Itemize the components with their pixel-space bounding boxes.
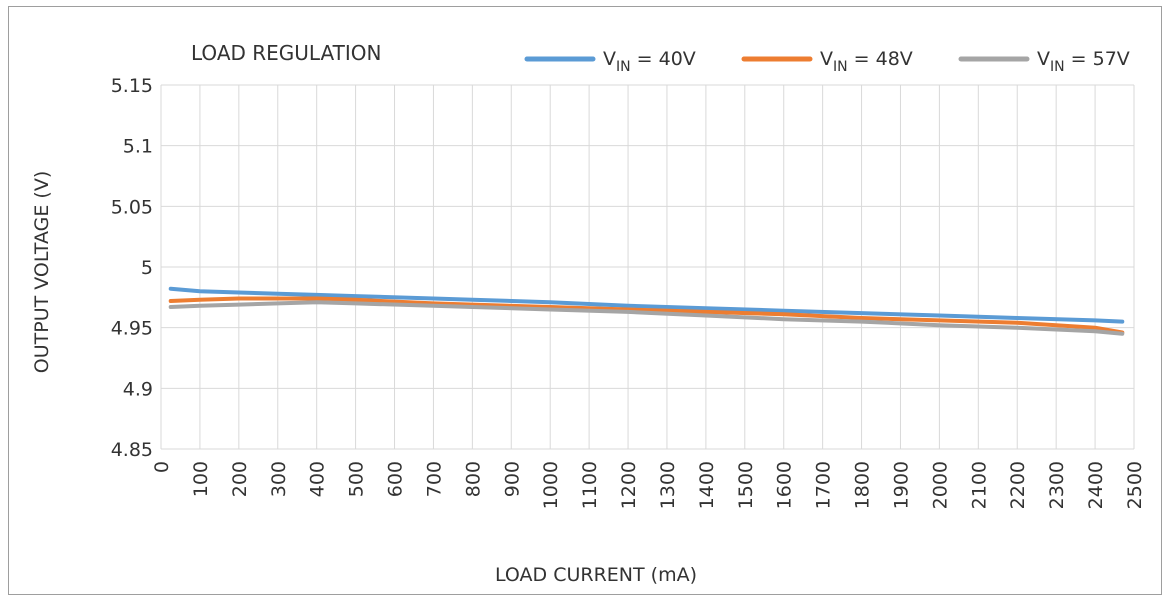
- y-tick-label: 4.85: [111, 439, 153, 461]
- x-tick-label: 200: [229, 461, 251, 497]
- x-tick-label: 1800: [852, 461, 874, 509]
- x-tick-label: 800: [462, 461, 484, 497]
- x-tick-label: 500: [346, 461, 368, 497]
- series-lines: [168, 286, 1125, 336]
- legend-entry: VIN = 48V: [741, 48, 913, 75]
- series-line: [168, 300, 1125, 336]
- x-tick-label: 2100: [968, 461, 990, 509]
- x-tick-label: 0: [151, 461, 173, 473]
- x-tick-label: 700: [423, 461, 445, 497]
- x-tick-label: 400: [307, 461, 329, 497]
- x-tick-label: 1700: [813, 461, 835, 509]
- x-tick-label: 1000: [540, 461, 562, 509]
- x-tick-label: 1100: [579, 461, 601, 509]
- x-tick-label: 1300: [657, 461, 679, 509]
- y-tick-label: 5.1: [123, 136, 153, 158]
- y-tick-labels: 4.85 4.9 4.95 5 5.05 5.1 5.15: [111, 75, 153, 461]
- x-tick-label: 900: [501, 461, 523, 497]
- gridlines: [160, 84, 1135, 450]
- y-tick-label: 4.9: [123, 378, 153, 400]
- x-tick-label: 2500: [1124, 461, 1146, 509]
- y-tick-label: 5.05: [111, 196, 153, 218]
- x-tick-label: 2200: [1007, 461, 1029, 509]
- x-tick-label: 2000: [929, 461, 951, 509]
- load-regulation-chart: 4.85 4.9 4.95 5 5.05 5.1 5.15 0 100 200 300 400 500…: [31, 41, 1146, 586]
- legend-entry: VIN = 40V: [524, 48, 696, 75]
- x-tick-label: 2300: [1046, 461, 1068, 509]
- series-line: [168, 286, 1125, 324]
- x-axis-title: LOAD CURRENT (mA): [495, 564, 697, 586]
- y-tick-label: 4.95: [111, 318, 153, 340]
- x-tick-labels: 0 100 200 300 400 500 600 700 800 900 1000 1100 1200…: [151, 461, 1146, 509]
- legend-entry: VIN = 57V: [958, 48, 1130, 75]
- legend-label: VIN = 40V: [603, 48, 696, 75]
- x-tick-label: 600: [385, 461, 407, 497]
- chart-frame: 4.85 4.9 4.95 5 5.05 5.1 5.15 0 100 200 300 400 500…: [8, 6, 1162, 595]
- y-axis-title: OUTPUT VOLTAGE (V): [31, 171, 53, 373]
- legend-label: VIN = 57V: [1037, 48, 1130, 75]
- x-tick-label: 100: [190, 461, 212, 497]
- y-tick-label: 5.15: [111, 75, 153, 97]
- x-tick-label: 1900: [890, 461, 912, 509]
- series-line: [168, 296, 1125, 335]
- x-tick-label: 1200: [618, 461, 640, 509]
- x-tick-label: 300: [268, 461, 290, 497]
- legend: VIN = 40V VIN = 48V VIN = 57V: [524, 48, 1130, 75]
- y-tick-label: 5: [141, 257, 153, 279]
- legend-label: VIN = 48V: [820, 48, 913, 75]
- x-tick-label: 1500: [735, 461, 757, 509]
- x-tick-label: 1600: [774, 461, 796, 509]
- chart-title: LOAD REGULATION: [191, 41, 381, 65]
- x-tick-label: 1400: [696, 461, 718, 509]
- x-tick-label: 2400: [1085, 461, 1107, 509]
